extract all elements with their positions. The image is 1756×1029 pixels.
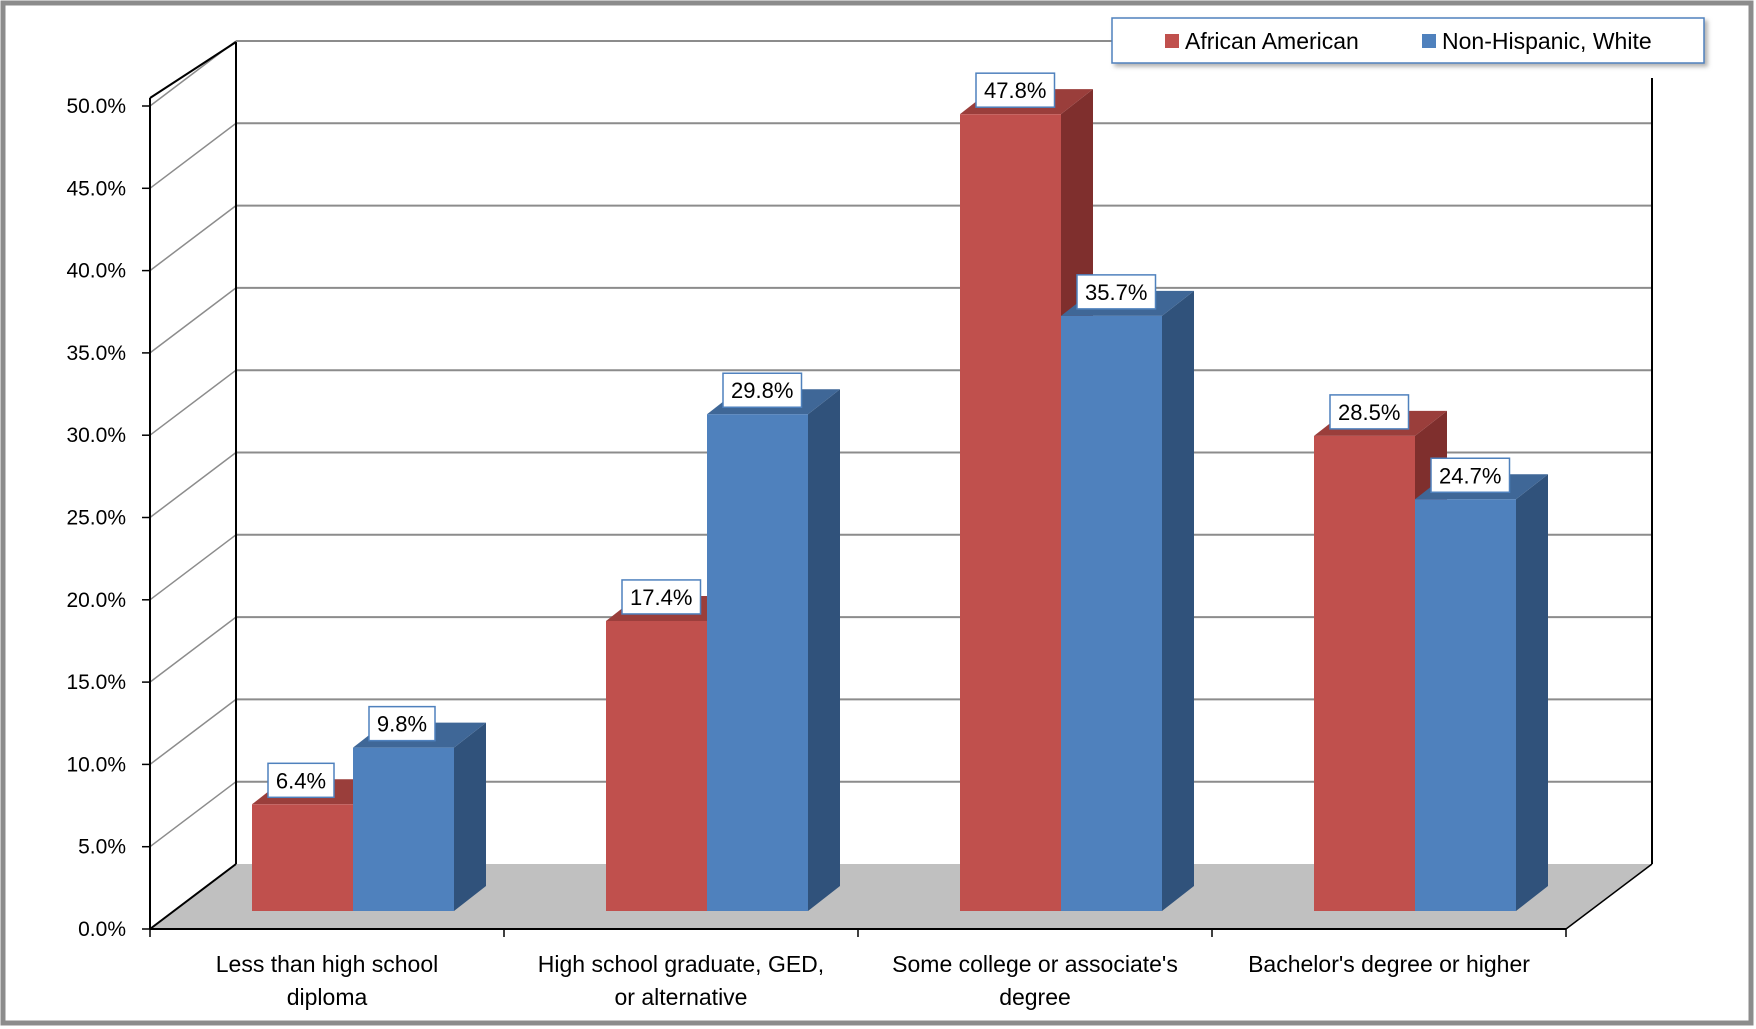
bar-series (252, 89, 1548, 912)
side-gridline (149, 451, 237, 519)
data-label-box (1430, 457, 1511, 494)
bar (353, 747, 454, 911)
bar-side (1516, 474, 1548, 911)
legend-label: African American (1185, 28, 1359, 54)
data-label-box (722, 372, 803, 408)
legend: African American Non-Hispanic, White (1111, 17, 1705, 64)
category-label: Less than high school (216, 951, 439, 977)
y-tick-label: 40.0% (66, 260, 126, 283)
legend-swatch (1422, 34, 1436, 48)
data-label: 47.8% (975, 72, 1056, 108)
legend-item: Non-Hispanic, White (1422, 28, 1652, 54)
data-label-text: 9.8% (377, 712, 427, 737)
data-label: 9.8% (368, 705, 436, 742)
data-labels: 6.4% 17.4% 47.8% 28.5% 9.8% 29.8% 35.7% 24.7% (267, 72, 1511, 799)
data-label: 6.4% (267, 762, 335, 799)
data-label: 35.7% (1076, 274, 1157, 310)
data-label-text: 6.4% (276, 768, 326, 793)
bar-side (454, 722, 486, 911)
category-label: Some college or associate's (892, 951, 1178, 977)
legend-swatch (1165, 34, 1179, 48)
data-label-text: 17.4% (630, 585, 692, 610)
y-tick-label: 50.0% (66, 95, 126, 118)
category-label: High school graduate, GED, (538, 951, 824, 977)
data-label-box (1329, 394, 1410, 430)
side-wall (149, 40, 1653, 930)
y-tick-label: 45.0% (66, 177, 126, 200)
legend-label: Non-Hispanic, White (1442, 28, 1652, 54)
y-tick-label: 5.0% (78, 836, 126, 859)
y-tick-label: 10.0% (66, 753, 126, 776)
data-label: 17.4% (621, 579, 702, 615)
bar (252, 804, 353, 911)
data-label-box (267, 762, 335, 799)
category-label: Bachelor's degree or higher (1248, 951, 1530, 977)
bar (1415, 499, 1516, 911)
data-label-box (1076, 274, 1157, 310)
bar-side (1162, 290, 1194, 912)
floor-right-edge (1565, 863, 1653, 930)
category-label: degree (999, 984, 1071, 1010)
y-tick-label: 30.0% (66, 424, 126, 447)
y-tick-label: 15.0% (66, 671, 126, 694)
data-label-text: 28.5% (1338, 400, 1400, 425)
side-gridline (149, 287, 237, 354)
bar (1061, 315, 1162, 912)
bar (960, 114, 1061, 911)
bar-side (808, 389, 840, 911)
side-wall-bottom-edge (149, 863, 237, 930)
side-gridline (149, 616, 237, 683)
y-tick-label: 25.0% (66, 507, 126, 530)
data-label-text: 47.8% (984, 78, 1046, 103)
category-label: or alternative (615, 984, 748, 1010)
y-tick-label: 35.0% (66, 342, 126, 365)
side-wall-top-edge (149, 41, 237, 99)
data-label-box (975, 72, 1056, 108)
value-axis: 0.0% 5.0% 10.0% 15.0% 20.0% 25.0% 30.0% 35.0% 40… (66, 95, 1567, 941)
side-gridline (149, 698, 237, 765)
y-tick-label: 20.0% (66, 589, 126, 612)
floor-plane (150, 864, 1652, 929)
data-label-box (368, 705, 436, 742)
side-gridline (149, 534, 237, 601)
side-gridline (149, 369, 237, 436)
side-gridline (149, 122, 237, 189)
data-label: 28.5% (1329, 394, 1410, 430)
y-tick-label: 0.0% (78, 918, 126, 941)
bar (606, 620, 707, 911)
category-axis: Less than high school diploma High school … (216, 951, 1531, 1010)
data-label-text: 29.8% (731, 378, 793, 403)
data-label-box (621, 579, 702, 615)
legend-item: African American (1165, 28, 1359, 54)
bar (1314, 435, 1415, 911)
data-label-text: 35.7% (1085, 280, 1147, 305)
category-label: diploma (287, 984, 368, 1010)
data-label-text: 24.7% (1439, 463, 1501, 488)
chart-floor (150, 864, 1652, 929)
data-label: 24.7% (1430, 457, 1511, 494)
side-gridline (149, 781, 237, 848)
legend-box (1111, 17, 1705, 64)
bar (707, 414, 808, 911)
side-gridline (149, 205, 237, 272)
data-label: 29.8% (722, 372, 803, 408)
